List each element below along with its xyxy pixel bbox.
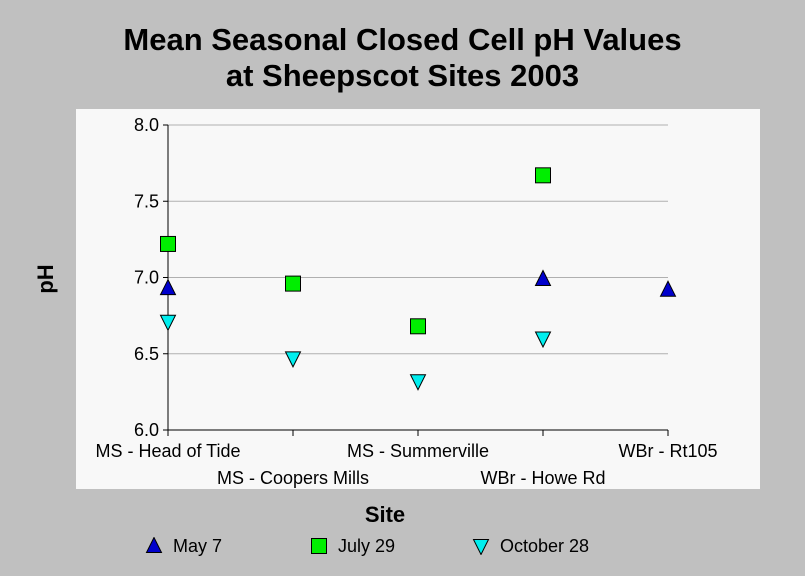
data-point-triangle-up [659, 280, 677, 297]
legend-label: October 28 [500, 535, 590, 556]
x-axis-title: Site [365, 502, 405, 527]
data-point-triangle-up [534, 269, 552, 287]
axes [167, 125, 669, 436]
legend-marker-shape [311, 538, 327, 554]
data-points [159, 167, 677, 391]
y-tick-label: 6.5 [134, 344, 159, 364]
data-point-triangle-up [159, 278, 177, 296]
legend-label: May 7 [173, 535, 223, 556]
data-point-triangle-down [159, 314, 177, 332]
y-tick-labels: 6.0 6.5 7.0 7.5 8.0 [134, 115, 159, 440]
data-point-triangle-down [534, 331, 552, 349]
x-tick-labels: MS - Head of Tide MS - Coopers Mills MS - … [95, 441, 717, 488]
gridlines [163, 124, 668, 431]
x-tick-label: MS - Head of Tide [95, 441, 240, 461]
chart-title-line-1: Mean Seasonal Closed Cell pH Values [123, 22, 682, 57]
data-point-square [160, 235, 176, 252]
x-tick-label: WBr - Howe Rd [480, 468, 605, 488]
chart-title-line-2: at Sheepscot Sites 2003 [225, 58, 580, 93]
legend-marker-triangle-down [472, 539, 490, 555]
y-tick-label: 7.5 [134, 191, 159, 211]
y-axis-title: pH [33, 264, 58, 293]
data-point-square [535, 167, 551, 184]
legend-label: July 29 [338, 535, 396, 556]
data-point-square [410, 318, 426, 335]
x-tick-label: MS - Coopers Mills [217, 468, 369, 488]
legend-item: May 7 [145, 533, 222, 559]
legend: May 7 July 29 October 28 [0, 533, 805, 559]
data-point-triangle-down [409, 374, 427, 391]
y-tick-label: 8.0 [134, 115, 159, 135]
y-tick-label: 7.0 [134, 268, 159, 288]
legend-marker-triangle-up [145, 537, 163, 553]
chart-title: Mean Seasonal Closed Cell pH Values at S… [0, 22, 805, 94]
y-tick-label: 6.0 [134, 420, 159, 440]
x-tick-label: WBr - Rt105 [618, 441, 717, 461]
x-tick-label: MS - Summerville [347, 441, 489, 461]
plot-background [76, 109, 760, 489]
legend-marker-shape [472, 539, 490, 555]
data-point-triangle-down [284, 351, 302, 368]
legend-marker-square [311, 538, 327, 554]
legend-item: July 29 [310, 533, 395, 559]
data-point-square [285, 275, 301, 292]
legend-item: October 28 [472, 533, 589, 559]
legend-marker-shape [145, 537, 163, 553]
